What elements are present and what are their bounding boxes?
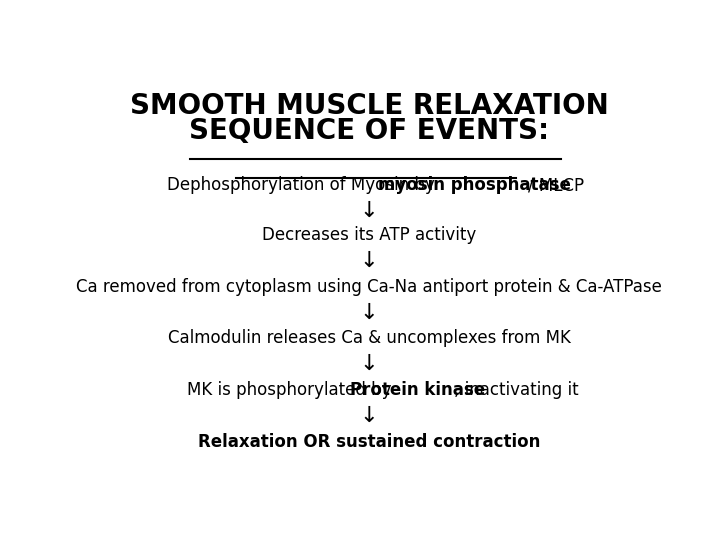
Text: MK is phosphorylated by: MK is phosphorylated by (187, 381, 397, 399)
Text: Dephosphorylation of Myosin by: Dephosphorylation of Myosin by (167, 177, 440, 194)
Text: ↓: ↓ (360, 406, 378, 426)
Text: Relaxation OR sustained contraction: Relaxation OR sustained contraction (198, 433, 540, 450)
Text: myosin phosphatase: myosin phosphatase (378, 177, 571, 194)
Text: ↓: ↓ (360, 302, 378, 322)
Text: Ca removed from cytoplasm using Ca-Na antiport protein & Ca-ATPase: Ca removed from cytoplasm using Ca-Na an… (76, 278, 662, 296)
Text: Protein kinase: Protein kinase (350, 381, 485, 399)
Text: ↓: ↓ (360, 201, 378, 221)
Text: , inactivating it: , inactivating it (454, 381, 579, 399)
Text: ↓: ↓ (360, 354, 378, 374)
Text: SEQUENCE OF EVENTS:: SEQUENCE OF EVENTS: (189, 117, 549, 145)
Text: SMOOTH MUSCLE RELAXATION: SMOOTH MUSCLE RELAXATION (130, 92, 608, 120)
Text: / MLCP: / MLCP (528, 177, 584, 194)
Text: Calmodulin releases Ca & uncomplexes from MK: Calmodulin releases Ca & uncomplexes fro… (168, 329, 570, 347)
Text: ↓: ↓ (360, 251, 378, 271)
Text: Decreases its ATP activity: Decreases its ATP activity (262, 226, 476, 244)
